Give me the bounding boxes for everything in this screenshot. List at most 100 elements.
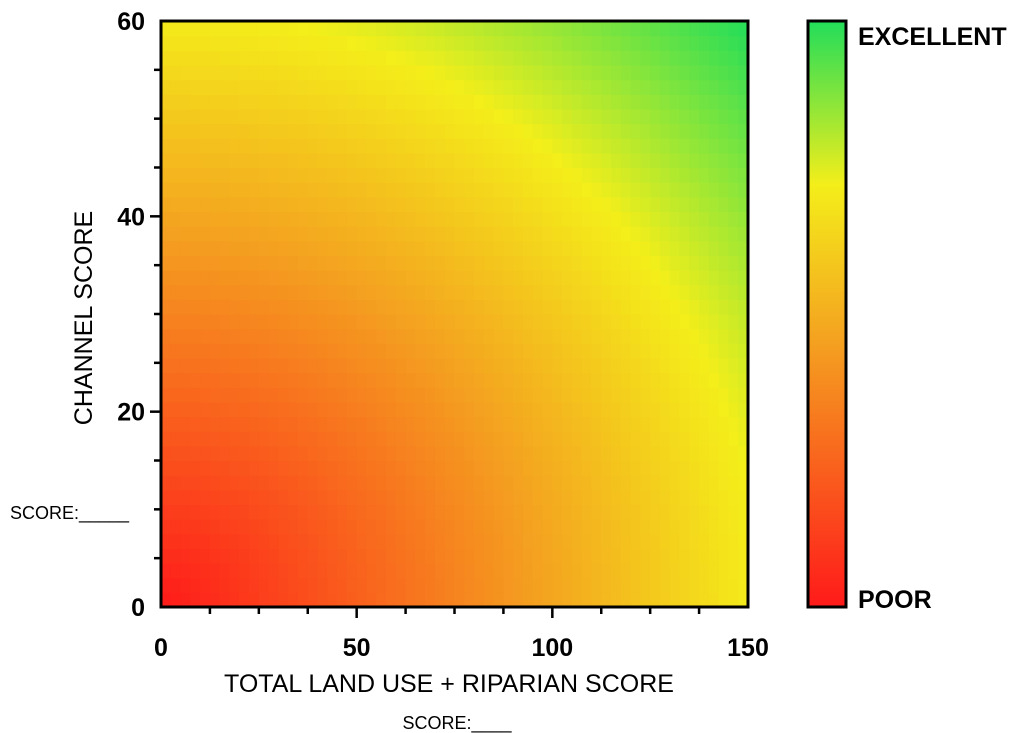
heatmap-cell bbox=[620, 138, 632, 154]
heatmap-cell bbox=[170, 592, 182, 607]
heatmap-cell bbox=[327, 533, 338, 549]
heatmap-cell bbox=[337, 299, 348, 315]
heatmap-cell bbox=[483, 21, 495, 37]
heatmap-cell bbox=[239, 123, 250, 139]
heatmap-cell bbox=[454, 314, 465, 330]
x-score-label[interactable]: SCORE:____ bbox=[402, 713, 512, 733]
heatmap-cell bbox=[669, 387, 681, 403]
heatmap-cell bbox=[444, 211, 456, 227]
heatmap-cell bbox=[630, 79, 641, 95]
heatmap-cell bbox=[532, 299, 544, 315]
heatmap-cell bbox=[415, 460, 426, 476]
heatmap-cell bbox=[307, 108, 319, 125]
heatmap-cell bbox=[728, 548, 739, 564]
heatmap-cell bbox=[601, 328, 612, 344]
heatmap-cell bbox=[659, 489, 671, 506]
heatmap-cell bbox=[376, 328, 387, 344]
heatmap-cell bbox=[297, 123, 309, 139]
x-tick-label: 150 bbox=[727, 634, 769, 662]
heatmap-cell bbox=[708, 152, 720, 169]
heatmap-cell bbox=[444, 50, 456, 66]
heatmap-cell bbox=[728, 50, 739, 66]
heatmap-cell bbox=[718, 504, 730, 520]
heatmap-cell bbox=[444, 372, 456, 388]
heatmap-cell bbox=[581, 211, 593, 227]
heatmap-cell bbox=[562, 343, 573, 359]
heatmap-cell bbox=[386, 64, 397, 81]
heatmap-cell bbox=[454, 357, 465, 374]
heatmap-cell bbox=[297, 548, 309, 564]
heatmap-cell bbox=[571, 35, 583, 51]
heatmap-cell bbox=[317, 489, 328, 506]
heatmap-cell bbox=[738, 475, 748, 491]
heatmap-cell bbox=[522, 548, 534, 564]
heatmap-cell bbox=[415, 196, 426, 213]
heatmap-cell bbox=[513, 240, 524, 256]
heatmap-cell bbox=[454, 255, 465, 271]
heatmap-cell bbox=[425, 504, 436, 520]
heatmap-cell bbox=[278, 592, 289, 607]
heatmap-cell bbox=[327, 108, 338, 125]
heatmap-cell bbox=[571, 416, 583, 432]
heatmap-cell bbox=[425, 401, 436, 418]
heatmap-cell bbox=[611, 475, 622, 491]
heatmap-cell bbox=[376, 152, 387, 169]
heatmap-cell bbox=[200, 504, 211, 520]
heatmap-cell bbox=[503, 255, 514, 271]
heatmap-cell bbox=[317, 255, 328, 271]
heatmap-cell bbox=[718, 372, 730, 388]
heatmap-cell bbox=[630, 401, 641, 418]
heatmap-cell bbox=[190, 240, 201, 256]
heatmap-cell bbox=[454, 152, 465, 169]
heatmap-cell bbox=[219, 401, 231, 418]
heatmap-cell bbox=[229, 577, 240, 593]
heatmap-cell bbox=[581, 152, 593, 169]
heatmap-cell bbox=[190, 489, 201, 506]
heatmap-cell bbox=[434, 475, 446, 491]
heatmap-cell bbox=[258, 475, 270, 491]
heatmap-cell bbox=[552, 357, 563, 374]
heatmap-cell bbox=[542, 138, 553, 154]
heatmap-cell bbox=[415, 94, 426, 110]
heatmap-cell bbox=[532, 196, 544, 213]
heatmap-cell bbox=[415, 563, 426, 579]
heatmap-cell bbox=[307, 196, 319, 213]
heatmap-cell bbox=[327, 460, 338, 476]
heatmap-cell bbox=[650, 152, 661, 169]
heatmap-cell bbox=[630, 108, 641, 125]
heatmap-cell bbox=[630, 64, 641, 81]
heatmap-cell bbox=[728, 489, 739, 506]
heatmap-cell bbox=[317, 138, 328, 154]
heatmap-cell bbox=[562, 35, 573, 51]
heatmap-cell bbox=[229, 563, 240, 579]
heatmap-cell bbox=[434, 460, 446, 476]
heatmap-cell bbox=[317, 21, 328, 37]
heatmap-cell bbox=[317, 504, 328, 520]
heatmap-cell bbox=[620, 401, 632, 418]
heatmap-cell bbox=[249, 284, 260, 300]
heatmap-cell bbox=[395, 240, 407, 256]
heatmap-cell bbox=[249, 152, 260, 169]
heatmap-cell bbox=[669, 196, 681, 213]
heatmap-cell bbox=[219, 387, 231, 403]
heatmap-cell bbox=[738, 592, 748, 607]
heatmap-cell bbox=[395, 343, 407, 359]
heatmap-cell bbox=[738, 108, 748, 125]
heatmap-cell bbox=[258, 460, 270, 476]
heatmap-cell bbox=[483, 226, 495, 242]
heatmap-cell bbox=[376, 64, 387, 81]
heatmap-cell bbox=[415, 226, 426, 242]
heatmap-cell bbox=[337, 519, 348, 535]
heatmap-cell bbox=[376, 226, 387, 242]
heatmap-cell bbox=[464, 489, 475, 506]
heatmap-cell bbox=[170, 21, 182, 37]
heatmap-cell bbox=[552, 401, 563, 418]
heatmap-cell bbox=[493, 401, 505, 418]
heatmap-cell bbox=[395, 563, 407, 579]
heatmap-cell bbox=[346, 504, 358, 520]
heatmap-cell bbox=[659, 123, 671, 139]
heatmap-cell bbox=[571, 64, 583, 81]
y-score-label[interactable]: SCORE:_____ bbox=[10, 503, 130, 524]
heatmap-cell bbox=[454, 182, 465, 198]
heatmap-cell bbox=[317, 108, 328, 125]
